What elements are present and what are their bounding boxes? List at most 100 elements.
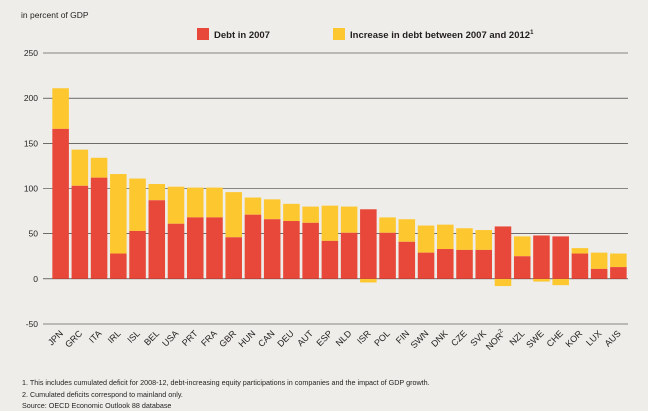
x-tick-label: SWE <box>524 328 546 350</box>
bar-debt <box>552 236 569 279</box>
bar-increase <box>148 183 166 201</box>
bar-increase <box>167 186 185 224</box>
x-tick-label: ISL <box>125 328 142 345</box>
bar-increase <box>398 219 416 242</box>
bar-debt <box>244 214 262 279</box>
x-tick-label: CZE <box>449 328 469 348</box>
y-tick-label: 200 <box>24 93 38 103</box>
bar-increase <box>186 187 204 218</box>
bar-debt <box>110 253 127 279</box>
bar-debt <box>225 237 242 279</box>
bar-increase <box>417 225 435 253</box>
bar-increase <box>552 278 569 286</box>
x-tick-label: CHE <box>545 328 566 349</box>
legend: Debt in 2007 Increase in debt between 20… <box>197 28 534 41</box>
bar-increase <box>494 278 512 287</box>
x-tick-label: USA <box>160 328 180 348</box>
source-note: Source: OECD Economic Outlook 88 databas… <box>22 401 172 410</box>
bar-increase <box>52 88 69 129</box>
bar-increase <box>475 230 493 250</box>
bar-increase <box>590 252 608 269</box>
bar-debt <box>186 217 204 279</box>
bar-debt <box>360 209 377 279</box>
bar-increase <box>571 248 589 254</box>
bar-debt <box>437 249 454 279</box>
footnote-2: 2. Cumulated deficits correspond to main… <box>22 390 183 399</box>
x-tick-label: BEL <box>142 328 161 347</box>
bar-increase <box>456 228 473 250</box>
y-tick-label: 50 <box>29 229 39 239</box>
bar-debt <box>398 241 416 279</box>
x-tick-label: SWN <box>409 328 431 350</box>
x-tick-label: ESP <box>314 328 334 348</box>
bar-debt <box>340 232 358 279</box>
bar-debt <box>494 226 512 279</box>
bars <box>52 88 627 287</box>
x-tick-label: NOR2 <box>484 328 508 352</box>
bar-increase <box>302 206 319 223</box>
y-axis-ticks: -50 0 50 100 150 200 250 <box>24 48 38 329</box>
y-tick-label: -50 <box>26 319 39 329</box>
x-tick-label: IRL <box>106 328 123 345</box>
bar-increase <box>513 236 531 257</box>
bar-increase <box>90 157 108 178</box>
x-tick-label: CAN <box>256 328 277 349</box>
bar-increase <box>533 278 550 282</box>
bar-debt <box>148 200 166 279</box>
y-tick-label: 100 <box>24 184 38 194</box>
x-tick-label: FRA <box>199 328 219 348</box>
x-tick-label: POL <box>372 328 392 348</box>
bar-increase <box>206 187 223 218</box>
x-tick-label: DEU <box>275 328 296 349</box>
x-tick-label: ISR <box>355 328 373 346</box>
bar-debt <box>283 221 300 279</box>
x-tick-label: KOR <box>563 328 584 349</box>
x-tick-label: JPN <box>46 328 65 347</box>
bar-debt <box>302 222 319 279</box>
legend-label-increase: Increase in debt between 2007 and 20121 <box>350 30 534 41</box>
x-tick-label: NLD <box>334 328 354 348</box>
bar-increase <box>340 206 358 233</box>
x-tick-label: AUT <box>295 328 315 348</box>
bar-increase <box>283 203 300 222</box>
x-tick-label: LUX <box>584 328 603 347</box>
bar-debt <box>129 230 146 279</box>
bar-debt <box>417 252 435 279</box>
bar-debt <box>533 235 550 279</box>
bar-increase <box>379 217 396 233</box>
bar-debt <box>456 249 473 279</box>
x-tick-label: HUN <box>237 328 258 349</box>
x-tick-label: NZL <box>508 328 527 347</box>
bar-debt <box>206 217 223 279</box>
bar-increase <box>225 192 242 238</box>
y-tick-label: 0 <box>33 274 38 284</box>
x-tick-label: GBR <box>217 328 238 349</box>
legend-label-debt: Debt in 2007 <box>214 30 270 41</box>
bar-debt <box>379 232 396 279</box>
legend-swatch-debt <box>197 28 209 40</box>
bar-increase <box>263 199 281 220</box>
x-tick-label: AUS <box>603 328 623 348</box>
bar-debt <box>71 185 89 279</box>
bar-increase <box>110 174 127 254</box>
bar-debt <box>610 267 627 279</box>
bar-increase <box>321 205 339 241</box>
x-tick-label: GRC <box>63 328 85 350</box>
bar-increase <box>437 224 454 250</box>
bar-increase <box>129 178 146 231</box>
stacked-bar-chart: -50 0 50 100 150 200 250 in percent of GDP Deb… <box>21 10 628 352</box>
x-tick-label: DNK <box>429 328 450 349</box>
bar-increase <box>610 253 627 268</box>
bar-increase <box>360 278 377 283</box>
bar-increase <box>71 149 89 186</box>
bar-debt <box>263 219 281 279</box>
legend-swatch-increase <box>333 28 345 40</box>
x-tick-label: PRT <box>180 328 200 348</box>
bar-debt <box>590 268 608 279</box>
bar-debt <box>90 177 108 279</box>
y-tick-label: 150 <box>24 138 38 148</box>
x-tick-label: ITA <box>87 328 104 345</box>
bar-debt <box>52 128 69 279</box>
bar-debt <box>475 249 493 279</box>
